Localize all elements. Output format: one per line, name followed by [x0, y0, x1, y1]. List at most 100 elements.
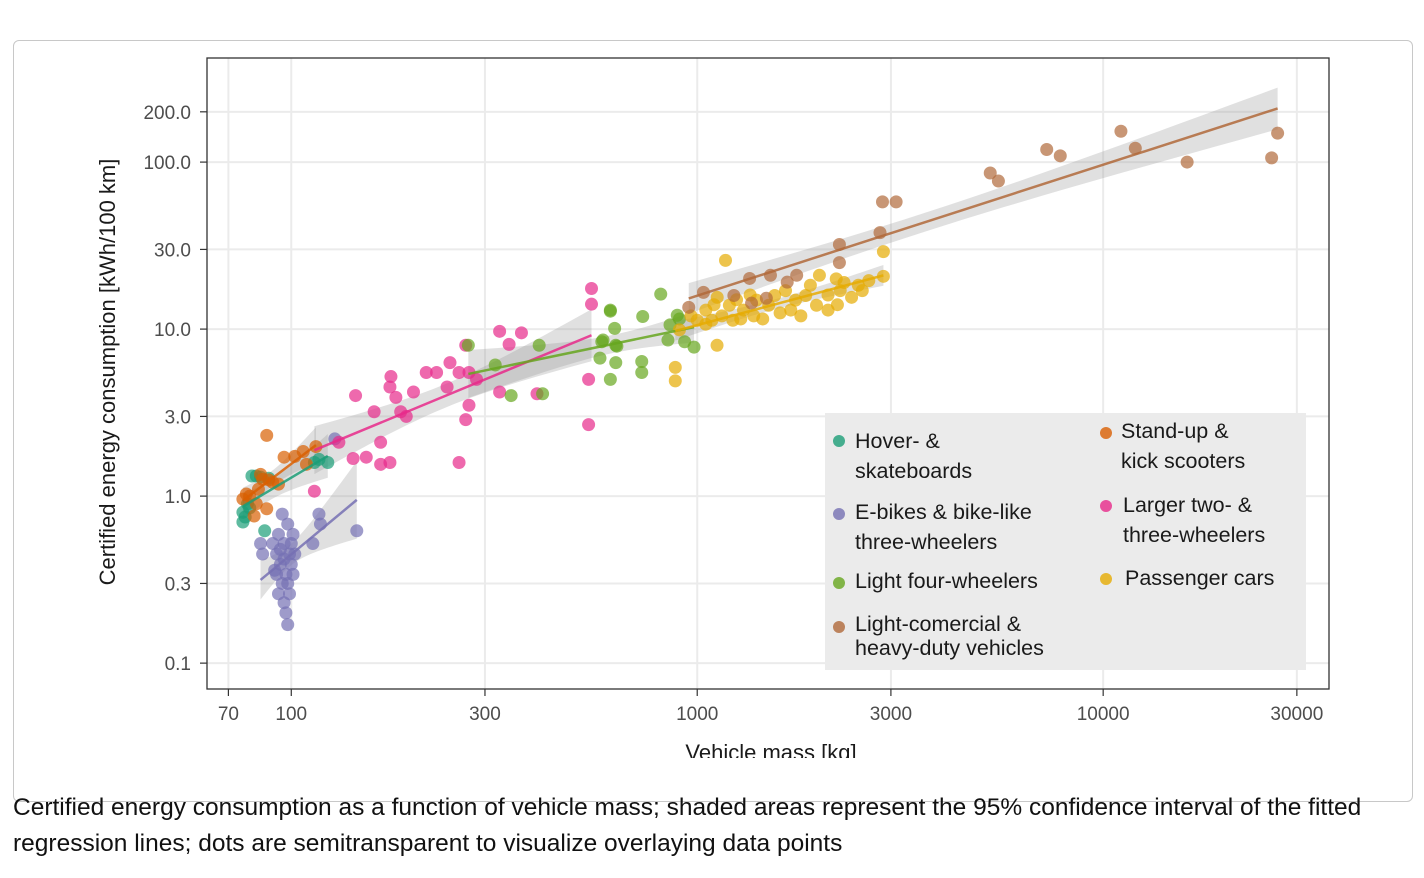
data-point — [855, 284, 869, 298]
data-point — [443, 356, 457, 370]
data-point — [582, 372, 596, 386]
data-point — [596, 333, 610, 347]
data-point — [258, 524, 272, 538]
data-point — [256, 547, 270, 561]
y-tick-label: 10.0 — [154, 320, 191, 341]
data-point — [312, 507, 326, 521]
data-point — [582, 418, 596, 432]
data-point — [389, 390, 403, 404]
data-point — [1271, 126, 1285, 140]
data-point — [991, 174, 1005, 188]
data-point — [1040, 142, 1054, 156]
data-point — [668, 360, 682, 374]
regression-line — [242, 454, 329, 508]
data-point — [876, 245, 890, 259]
regression-line — [468, 325, 695, 376]
data-point — [784, 303, 798, 317]
data-point — [440, 380, 454, 394]
data-point — [687, 340, 701, 354]
data-point — [349, 389, 363, 403]
data-point — [609, 356, 623, 370]
chart-area: 70 100 300 1000 3000 10000 30000 0.1 0.3 1.0 3.0 10… — [95, 57, 1330, 758]
y-tick-label: 30.0 — [154, 240, 191, 261]
data-point — [350, 524, 364, 538]
data-point — [367, 405, 381, 419]
legend-swatch-passenger-cars — [1100, 573, 1112, 585]
data-point — [710, 338, 724, 352]
data-point — [830, 298, 844, 312]
data-point — [281, 618, 295, 632]
data-point — [359, 450, 373, 464]
data-point — [536, 387, 550, 401]
legend-label-scooters: Stand-up & kick scooters — [1121, 419, 1246, 473]
confidence-band — [468, 311, 695, 398]
data-point — [585, 282, 599, 296]
regression-line — [259, 498, 358, 581]
data-point — [493, 324, 507, 338]
x-tick-label: 3000 — [870, 704, 912, 725]
data-point — [1053, 149, 1067, 163]
data-point — [682, 300, 696, 314]
data-point — [532, 338, 546, 352]
data-point — [745, 296, 759, 310]
regression-line — [313, 334, 592, 452]
data-point — [1114, 124, 1128, 138]
y-tick-label: 200.0 — [143, 103, 191, 124]
legend-swatch-scooters — [1100, 427, 1112, 439]
data-point — [593, 351, 607, 365]
regression-lines — [242, 107, 1279, 581]
data-point — [829, 272, 843, 286]
x-tick-label: 10000 — [1077, 704, 1130, 725]
plot-border — [206, 57, 1330, 690]
data-point — [461, 338, 475, 352]
data-point — [794, 309, 808, 323]
legend-swatch-hoverboards — [833, 435, 845, 447]
data-point — [277, 450, 291, 464]
legend-label-light-four-wheelers: Light four-wheelers — [855, 569, 1038, 593]
x-tick-label: 70 — [218, 704, 239, 725]
data-point — [672, 312, 686, 326]
legend-label-heavy-duty: Light-comercial & heavy-duty vehicles — [855, 612, 1044, 660]
data-point — [346, 451, 360, 465]
data-point — [430, 365, 444, 379]
data-point — [406, 385, 420, 399]
data-point — [608, 321, 622, 335]
data-point — [710, 290, 724, 304]
figure-card — [13, 40, 1413, 802]
data-point — [279, 606, 293, 620]
figure-caption: Certified energy consumption as a functi… — [13, 794, 1362, 857]
data-point — [374, 435, 388, 449]
data-point — [1128, 141, 1142, 155]
data-point — [654, 287, 668, 301]
data-point — [307, 484, 321, 498]
data-point — [803, 278, 817, 292]
data-point — [383, 455, 397, 469]
x-tick-label: 300 — [469, 704, 501, 725]
data-point — [384, 370, 398, 384]
data-point — [759, 291, 773, 305]
data-point — [247, 509, 261, 523]
regression-line — [674, 274, 884, 333]
data-point — [603, 372, 617, 386]
regression-line — [242, 444, 317, 502]
legend-swatch-heavy-duty — [833, 621, 845, 633]
data-point — [260, 502, 274, 516]
data-point — [275, 507, 289, 521]
data-point — [889, 195, 903, 209]
data-point — [462, 398, 476, 412]
data-point — [727, 288, 741, 302]
data-point — [254, 537, 268, 551]
data-point — [514, 326, 528, 340]
data-point — [1265, 151, 1279, 165]
y-tick-label: 100.0 — [143, 153, 191, 174]
data-point — [845, 290, 859, 304]
data-point — [504, 389, 518, 403]
data-point — [286, 567, 300, 581]
data-point — [260, 428, 274, 442]
x-axis-label: Vehicle mass [kg] — [685, 740, 856, 758]
legend-swatch-two-wheelers — [1100, 500, 1112, 512]
y-tick-label: 0.3 — [165, 574, 191, 595]
axis-ticks: 70 100 300 1000 3000 10000 30000 0.1 0.3 1.0 3.0 10… — [143, 103, 1323, 725]
data-point — [773, 306, 787, 320]
data-point — [296, 444, 310, 458]
